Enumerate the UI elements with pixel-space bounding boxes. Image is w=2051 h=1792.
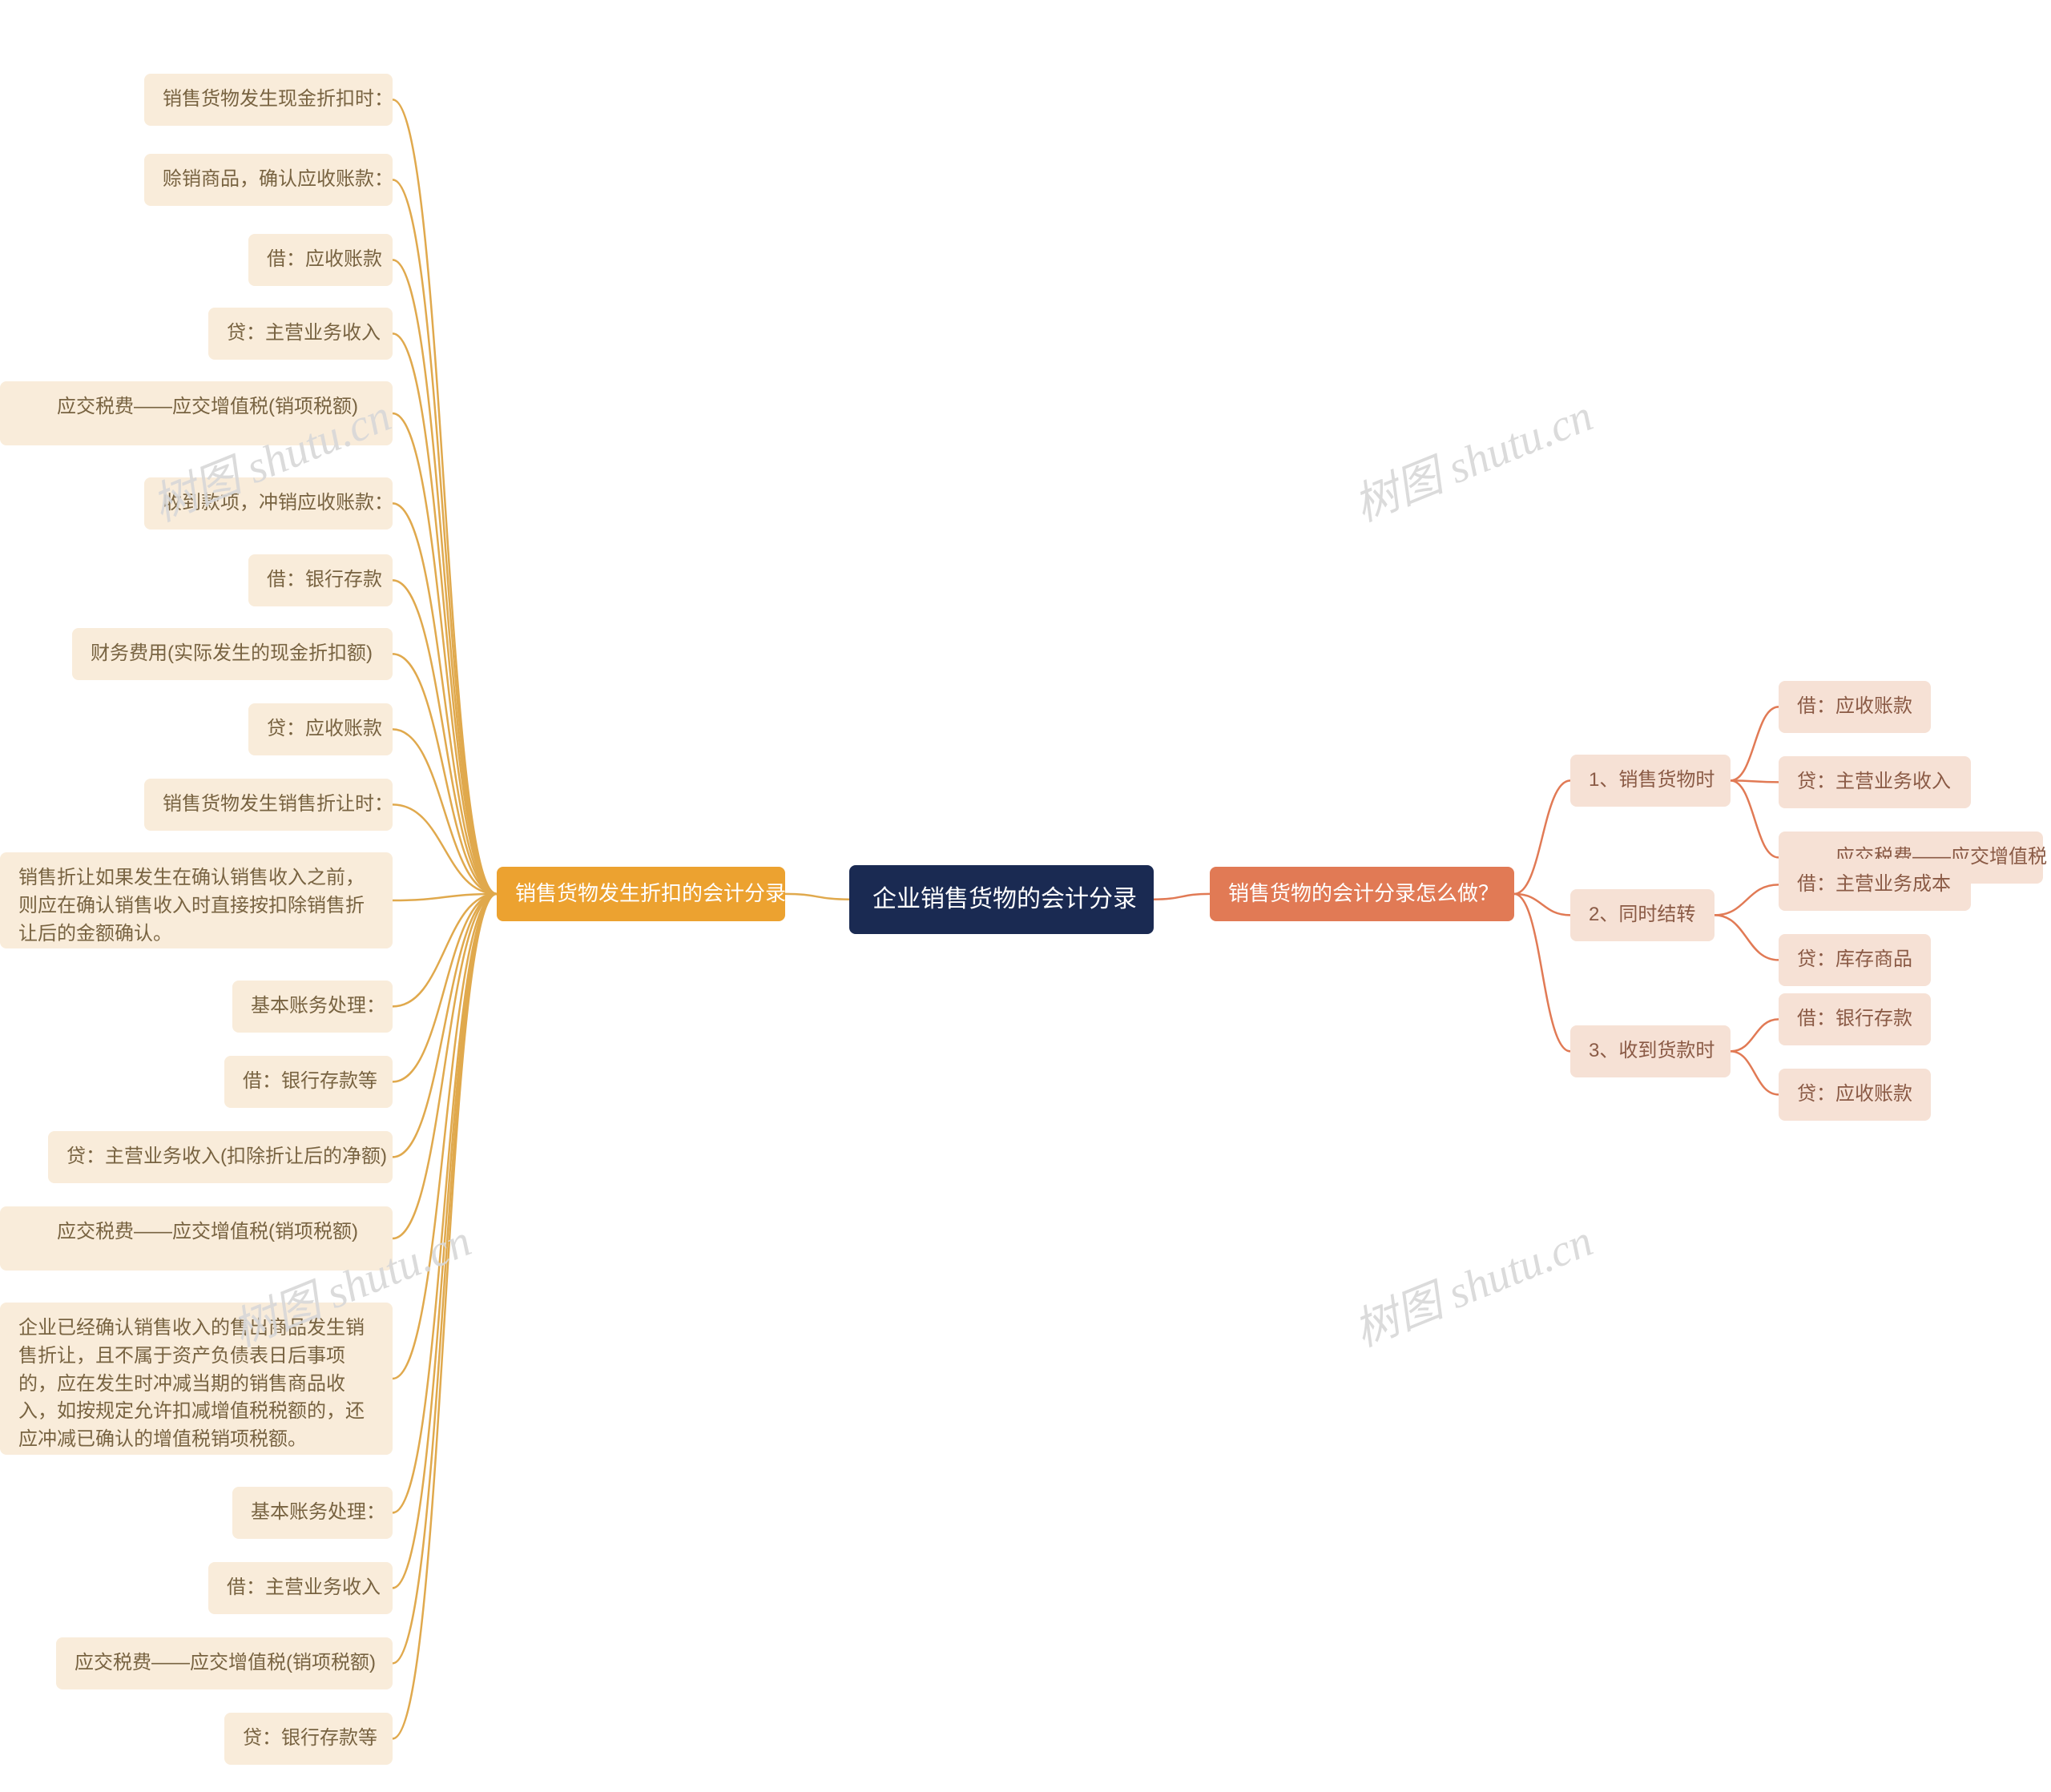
leaf-l13[interactable]: 借：银行存款等 xyxy=(224,1056,393,1108)
leaf-l18[interactable]: 借：主营业务收入 xyxy=(208,1562,393,1614)
leaf-l12[interactable]: 基本账务处理： xyxy=(232,981,393,1033)
leaf-l10[interactable]: 销售货物发生销售折让时： xyxy=(144,779,393,831)
leaf-l8[interactable]: 财务费用(实际发生的现金折扣额) xyxy=(72,628,393,680)
leaf-l2[interactable]: 赊销商品，确认应收账款： xyxy=(144,154,393,206)
leaf-r1[interactable]: 1、销售货物时 xyxy=(1570,755,1731,807)
leaf-l1[interactable]: 销售货物发生现金折扣时： xyxy=(144,74,393,126)
leaf-r3b[interactable]: 贷：应收账款 xyxy=(1779,1069,1931,1121)
leaf-l16[interactable]: 企业已经确认销售收入的售出商品发生销售折让，且不属于资产负债表日后事项的，应在发… xyxy=(0,1303,393,1455)
leaf-l14[interactable]: 贷：主营业务收入(扣除折让后的净额) xyxy=(48,1131,393,1183)
leaf-l6[interactable]: 收到款项，冲销应收账款： xyxy=(144,477,393,530)
leaf-l11[interactable]: 销售折让如果发生在确认销售收入之前，则应在确认销售收入时直接按扣除销售折让后的金… xyxy=(0,852,393,948)
watermark: 树图 shutu.cn xyxy=(1343,1205,1601,1359)
leaf-l9[interactable]: 贷：应收账款 xyxy=(248,703,393,755)
leaf-l17[interactable]: 基本账务处理： xyxy=(232,1487,393,1539)
watermark: 树图 shutu.cn xyxy=(1343,380,1601,534)
leaf-l15[interactable]: 应交税费——应交增值税(销项税额) xyxy=(0,1206,393,1271)
leaf-r1b[interactable]: 贷：主营业务收入 xyxy=(1779,756,1971,808)
leaf-l3[interactable]: 借：应收账款 xyxy=(248,234,393,286)
leaf-r2[interactable]: 2、同时结转 xyxy=(1570,889,1715,941)
leaf-r2b[interactable]: 贷：库存商品 xyxy=(1779,934,1931,986)
branch-left[interactable]: 销售货物发生折扣的会计分录 xyxy=(497,867,785,921)
branch-right[interactable]: 销售货物的会计分录怎么做？ xyxy=(1210,867,1514,921)
leaf-r2a[interactable]: 借：主营业务成本 xyxy=(1779,859,1971,911)
leaf-l7[interactable]: 借：银行存款 xyxy=(248,554,393,606)
leaf-l4[interactable]: 贷：主营业务收入 xyxy=(208,308,393,360)
leaf-r3a[interactable]: 借：银行存款 xyxy=(1779,993,1931,1045)
leaf-l5[interactable]: 应交税费——应交增值税(销项税额) xyxy=(0,381,393,445)
leaf-r1a[interactable]: 借：应收账款 xyxy=(1779,681,1931,733)
leaf-l20[interactable]: 贷：银行存款等 xyxy=(224,1713,393,1765)
root-node[interactable]: 企业销售货物的会计分录 xyxy=(849,865,1154,934)
leaf-r3[interactable]: 3、收到货款时 xyxy=(1570,1025,1731,1077)
leaf-l19[interactable]: 应交税费——应交增值税(销项税额) xyxy=(56,1637,393,1689)
